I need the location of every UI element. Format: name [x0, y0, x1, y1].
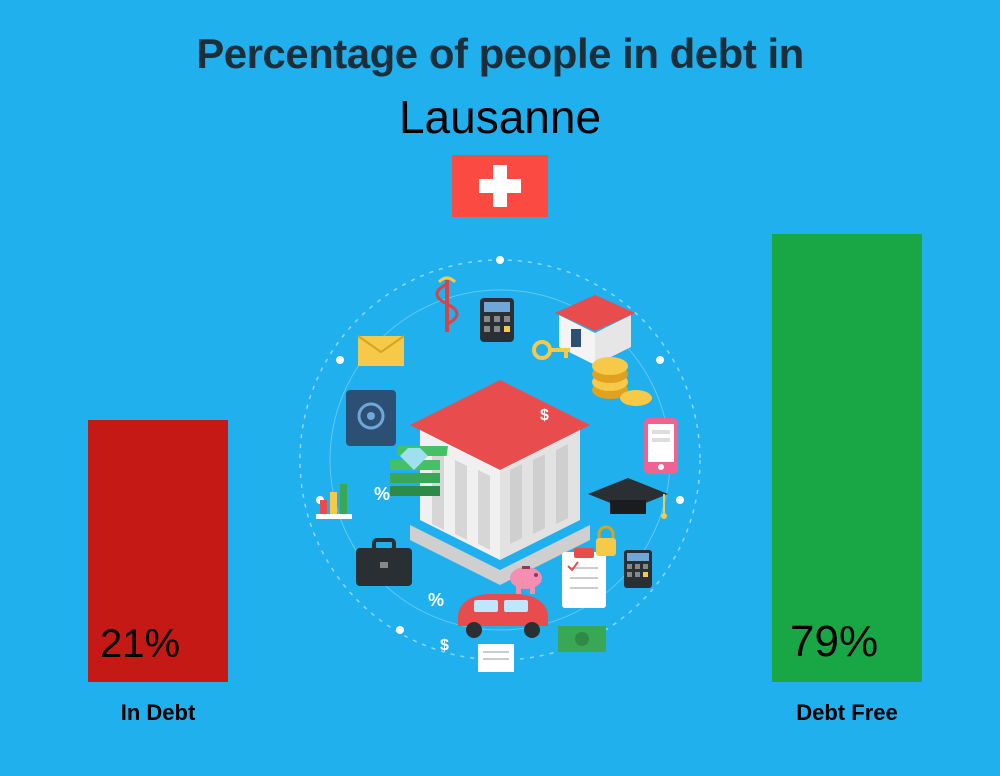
bar-in-debt-label: In Debt [121, 700, 196, 726]
briefcase-icon [356, 540, 412, 586]
svg-text:$: $ [440, 637, 449, 654]
banknote-icon [558, 626, 606, 652]
bar-in-debt: 21% In Debt [88, 420, 228, 726]
phone-icon [644, 418, 678, 474]
mini-chart-icon [316, 484, 352, 519]
coin-stack-icon [592, 357, 652, 406]
svg-text:%: % [428, 590, 444, 610]
clipboard-icon [562, 548, 606, 608]
document-icon [478, 644, 514, 672]
caduceus-icon [437, 278, 457, 332]
bar-debt-free-label: Debt Free [796, 700, 897, 726]
bar-debt-free-value: 79% [790, 617, 878, 667]
bar-debt-free: 79% Debt Free [772, 234, 922, 726]
bar-in-debt-rect: 21% [88, 420, 228, 682]
envelope-icon [358, 336, 404, 366]
safe-icon [346, 390, 396, 446]
page-title: Percentage of people in debt in [0, 30, 1000, 78]
infographic-canvas: Percentage of people in debt in Lausanne [0, 0, 1000, 776]
gradcap-icon [588, 478, 668, 519]
bar-in-debt-value: 21% [100, 622, 180, 667]
piggy-bank-icon [510, 566, 542, 594]
subtitle-city: Lausanne [0, 90, 1000, 144]
flag-cross-horizontal [479, 179, 521, 193]
svg-text:$: $ [540, 407, 549, 424]
car-icon [458, 594, 548, 638]
finance-illustration: % % $ $ [280, 240, 720, 680]
lock-icon [596, 527, 616, 556]
calculator-icon [480, 298, 514, 342]
calculator-small-icon [624, 550, 652, 588]
bar-debt-free-rect: 79% [772, 234, 922, 682]
swiss-flag-icon [452, 155, 548, 217]
svg-text:%: % [374, 484, 390, 504]
